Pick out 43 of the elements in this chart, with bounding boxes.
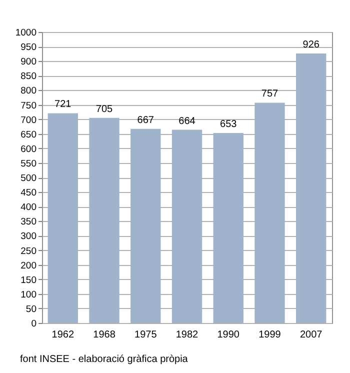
y-tick-label: 600 — [20, 144, 36, 155]
y-tick-label: 550 — [20, 158, 36, 170]
x-tick-label: 1999 — [258, 330, 282, 340]
y-tick-label: 800 — [20, 86, 36, 97]
x-tick-label: 1968 — [93, 330, 116, 340]
y-tick-label: 950 — [20, 42, 36, 54]
data-label: 757 — [261, 88, 279, 100]
y-tick-label: 750 — [20, 100, 36, 112]
y-tick-label: 900 — [20, 56, 36, 68]
y-tick-label: 450 — [20, 188, 36, 199]
x-tick-label: 1990 — [217, 330, 240, 340]
y-tick-label: 850 — [20, 71, 36, 82]
bar — [130, 128, 161, 323]
data-label: 705 — [96, 104, 114, 115]
y-tick-label: 650 — [20, 129, 36, 140]
bar — [172, 130, 202, 323]
y-tick-label: 1000 — [15, 28, 36, 38]
bar — [89, 118, 120, 323]
data-label: 653 — [220, 118, 238, 130]
x-tick-label: 1982 — [176, 330, 199, 340]
data-label: 664 — [178, 116, 196, 127]
y-tick-label: 100 — [20, 289, 36, 300]
bar — [254, 102, 285, 323]
x-tick-label: 1975 — [134, 330, 158, 340]
text: font INSEE - elaboració gràfica pròpia — [20, 354, 188, 365]
data-label: 667 — [137, 114, 154, 126]
x-tick-label: 1962 — [52, 330, 74, 340]
y-tick-label: 250 — [20, 246, 36, 257]
data-label: 926 — [302, 40, 320, 51]
y-tick-label: 200 — [20, 260, 36, 272]
y-tick-label: 350 — [20, 216, 36, 228]
x-tick-label: 2007 — [300, 330, 323, 340]
y-tick-label: 500 — [20, 173, 36, 184]
y-tick-label: 150 — [20, 274, 36, 286]
y-tick-label: 0 — [31, 318, 36, 330]
y-tick-label: 50 — [26, 304, 36, 315]
bar — [213, 132, 244, 323]
bar — [296, 54, 326, 323]
y-tick-label: 400 — [20, 202, 36, 214]
y-tick-label: 300 — [20, 231, 36, 242]
data-label: 721 — [54, 99, 72, 110]
y-tick-label: 700 — [20, 114, 36, 126]
bar — [48, 113, 78, 323]
